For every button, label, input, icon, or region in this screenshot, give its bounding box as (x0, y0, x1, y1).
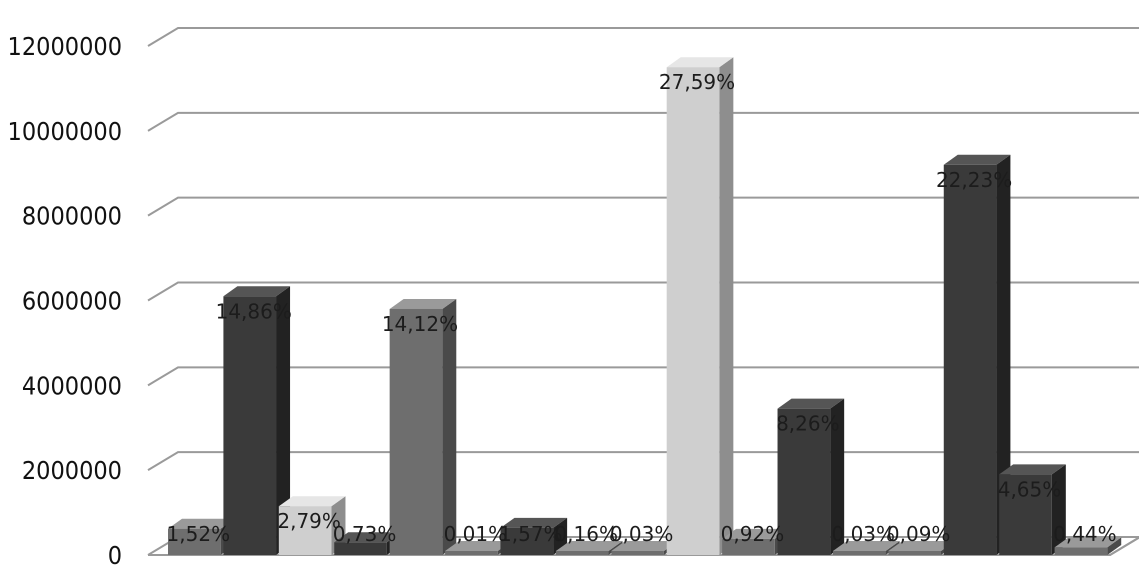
data-label: 0,03% (831, 522, 895, 546)
bar-front (611, 551, 664, 555)
bar-top (943, 154, 1011, 165)
data-label: 0,09% (887, 522, 951, 546)
bar-side (996, 154, 1011, 555)
data-label: 0,92% (721, 522, 785, 546)
y-tick-label: 12000000 (8, 32, 122, 61)
bar-side (830, 398, 845, 555)
bar-front (832, 551, 886, 555)
bar-side (276, 286, 291, 555)
data-labels: 1,52% 14,86% 2,79%0,73% 14,12% 0,01%1,57%0,1… (167, 70, 1117, 546)
bar-top (168, 518, 235, 529)
y-tick-label: 6000000 (22, 287, 122, 316)
y-axis-ticks: 0 2000000 4000000 6000000 8000000 10000000 120… (8, 32, 122, 570)
bar-top (389, 298, 457, 309)
bar-front (500, 527, 554, 555)
gridline (147, 111, 1139, 132)
bars (168, 57, 1122, 555)
bar-top (500, 517, 568, 528)
bar-front (445, 551, 498, 555)
gridlines (147, 27, 1139, 556)
bar (666, 57, 734, 555)
bar-front (777, 408, 831, 555)
bar (223, 286, 291, 555)
data-label: 8,26% (776, 412, 840, 436)
bar (334, 532, 401, 555)
data-label: 27,59% (659, 70, 735, 94)
y-tick-label: 8000000 (22, 202, 122, 231)
bar-front (999, 474, 1052, 555)
data-label: 1,57% (499, 522, 563, 546)
bar-front (722, 538, 775, 555)
bar (278, 496, 346, 555)
bar-front (888, 551, 941, 555)
bar-front (223, 296, 277, 555)
bar-front (334, 542, 387, 555)
data-label: 0,16% (554, 522, 618, 546)
y-tick-label: 10000000 (8, 117, 122, 146)
bar (943, 154, 1011, 555)
bar-front (168, 528, 221, 555)
y-tick-label: 0 (108, 541, 122, 570)
bar-top (888, 541, 955, 551)
gridline (147, 27, 1139, 47)
bar-front (666, 67, 720, 555)
bar-top (1054, 537, 1122, 548)
gridline (147, 366, 1139, 387)
bar-top (666, 57, 734, 68)
bar-front (278, 506, 332, 555)
data-label: 0,03% (610, 522, 674, 546)
data-label: 0,73% (333, 522, 397, 546)
bar-side (1051, 464, 1066, 555)
bar-front (943, 164, 997, 555)
gridline (147, 281, 1139, 302)
bar-top (334, 532, 401, 543)
bar-side (442, 298, 457, 555)
bar-top (611, 541, 678, 551)
bar-top (722, 528, 789, 539)
bar-front (1054, 547, 1108, 555)
bar (389, 298, 457, 555)
data-label: 2,79% (277, 509, 341, 533)
data-label: 22,23% (936, 168, 1012, 192)
gridline (147, 196, 1139, 217)
y-tick-label: 2000000 (22, 456, 122, 485)
bar-top (555, 541, 623, 551)
y-tick-label: 4000000 (22, 371, 122, 400)
data-label: 14,86% (216, 299, 292, 323)
bar-top (278, 496, 346, 507)
data-label: 0,01% (444, 522, 508, 546)
bar-top (445, 541, 512, 551)
data-label: 14,12% (382, 312, 458, 336)
bar (1054, 537, 1122, 555)
bar-front (555, 551, 609, 555)
bar-top (832, 541, 900, 551)
data-label: 1,52% (167, 522, 231, 546)
bar (999, 464, 1066, 555)
bar-side (1107, 537, 1122, 555)
data-label: 4,65% (998, 477, 1062, 501)
bar (777, 398, 845, 555)
bar (500, 517, 568, 555)
bar-top (223, 286, 291, 297)
data-label: 0,44% (1053, 522, 1117, 546)
bar-front (389, 308, 443, 555)
bar-top (777, 398, 845, 409)
bar-side (719, 57, 734, 555)
bar-top (999, 464, 1066, 475)
